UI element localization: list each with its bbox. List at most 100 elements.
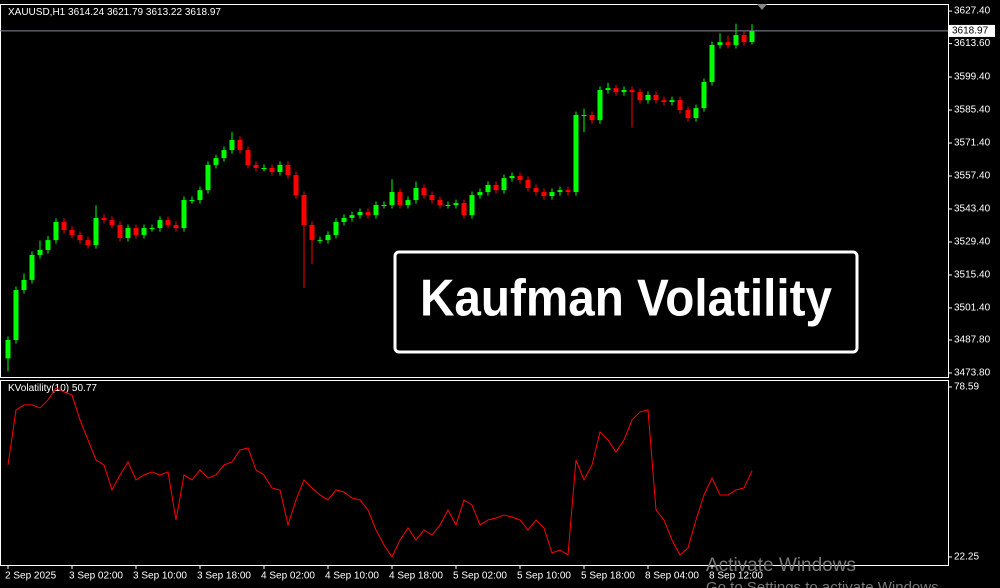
candle-body <box>693 108 699 119</box>
candle-body <box>621 90 627 93</box>
watermark: Go to Settings to activate Windows. <box>706 579 943 588</box>
candle-body <box>397 192 403 205</box>
candle-body <box>461 203 467 216</box>
candle-body <box>277 164 283 173</box>
candle-body <box>725 42 731 45</box>
candle-body <box>629 90 635 93</box>
candle-body <box>245 150 251 165</box>
candle-body <box>325 234 331 241</box>
candle-body <box>373 204 379 216</box>
candle-body <box>13 290 19 341</box>
candle-body <box>637 92 643 101</box>
candle-body <box>93 217 99 246</box>
y-tick-label: 3487.80 <box>954 335 991 346</box>
x-tick-label: 4 Sep 02:00 <box>261 571 315 582</box>
y-tick-label: 3501.40 <box>954 303 991 314</box>
candle-body <box>717 42 723 45</box>
candle-body <box>517 176 523 181</box>
indicator-pane-frame <box>0 380 949 566</box>
candle-body <box>61 221 67 230</box>
last-close: 3618.97 <box>185 7 222 18</box>
candle-body <box>117 225 123 238</box>
annotation-frame <box>393 250 859 354</box>
candle-body <box>301 195 307 226</box>
y-tick-label: 78.59 <box>954 382 979 393</box>
indicator-header: KVolatility(10) 50.77 <box>8 383 97 394</box>
candle-body <box>733 35 739 45</box>
candle-body <box>477 192 483 196</box>
candle-body <box>661 100 667 103</box>
y-tick-label: 3599.40 <box>954 72 991 83</box>
y-tick-label: 3529.40 <box>954 237 991 248</box>
candle-body <box>541 192 547 197</box>
y-tick-label: 3543.40 <box>954 204 991 215</box>
candle-body <box>45 240 51 250</box>
candle-body <box>469 195 475 216</box>
annotation-text: Kaufman Volatility <box>420 270 832 328</box>
candle-body <box>229 139 235 151</box>
candle-body <box>589 114 595 121</box>
candle-body <box>405 200 411 205</box>
candle-body <box>293 175 299 196</box>
candle-body <box>685 110 691 119</box>
candle-body <box>237 139 243 151</box>
candle-body <box>493 184 499 191</box>
x-tick-label: 8 Sep 04:00 <box>645 571 699 582</box>
symbol: XAUUSD,H1 <box>8 7 66 18</box>
candle-body <box>69 229 75 235</box>
x-tick-label: 5 Sep 02:00 <box>453 571 507 582</box>
candle-body <box>141 228 147 235</box>
candle-body <box>741 35 747 43</box>
candle-body <box>53 221 59 241</box>
candle-body <box>581 114 587 116</box>
y-tick-label: 3627.40 <box>954 6 991 17</box>
candle-body <box>85 240 91 246</box>
candle-body <box>613 88 619 93</box>
candle-body <box>421 188 427 196</box>
watermark: Activate Windows <box>706 555 856 576</box>
annotation-box: Kaufman Volatility <box>393 250 859 354</box>
candle-body <box>109 220 115 226</box>
candle-body <box>365 212 371 216</box>
candle-body <box>165 220 171 226</box>
x-tick-label: 2 Sep 2025 <box>5 571 57 582</box>
last-low: 3613.22 <box>146 7 183 18</box>
candle-body <box>253 164 259 168</box>
candle-body <box>189 200 195 202</box>
candle-body <box>205 164 211 191</box>
y-tick-label: 3585.40 <box>954 105 991 116</box>
indicator-line <box>7 387 753 559</box>
candle-body <box>709 44 715 82</box>
candle-body <box>173 225 179 229</box>
x-tick-label: 3 Sep 18:00 <box>197 571 251 582</box>
candle-body <box>269 167 275 173</box>
candle-body <box>413 188 419 201</box>
candle-body <box>525 180 531 189</box>
candle-body <box>653 94 659 101</box>
candle-body <box>349 215 355 218</box>
candle-body <box>341 217 347 222</box>
price-pane-frame <box>0 4 949 378</box>
indicator-name: KVolatility(10) <box>8 383 69 394</box>
candle-body <box>565 190 571 193</box>
last-open: 3614.24 <box>68 7 105 18</box>
y-tick-label: 3473.80 <box>954 368 991 379</box>
candle-body <box>261 167 267 169</box>
candle-body <box>677 100 683 111</box>
candle-body <box>669 100 675 103</box>
candle-body <box>213 158 219 165</box>
candle-body <box>285 164 291 176</box>
candle-body <box>197 190 203 201</box>
candle-body <box>557 190 563 193</box>
x-tick-label: 4 Sep 10:00 <box>325 571 379 582</box>
candle-body <box>453 203 459 205</box>
x-tick-label: 3 Sep 10:00 <box>133 571 187 582</box>
candle-body <box>181 200 187 229</box>
x-tick-label: 5 Sep 18:00 <box>581 571 635 582</box>
candle-body <box>37 249 43 255</box>
candle-body <box>125 228 131 238</box>
x-tick-label: 3 Sep 02:00 <box>69 571 123 582</box>
candle-body <box>157 220 163 229</box>
candle-body <box>381 204 387 206</box>
candle-body <box>149 228 155 230</box>
